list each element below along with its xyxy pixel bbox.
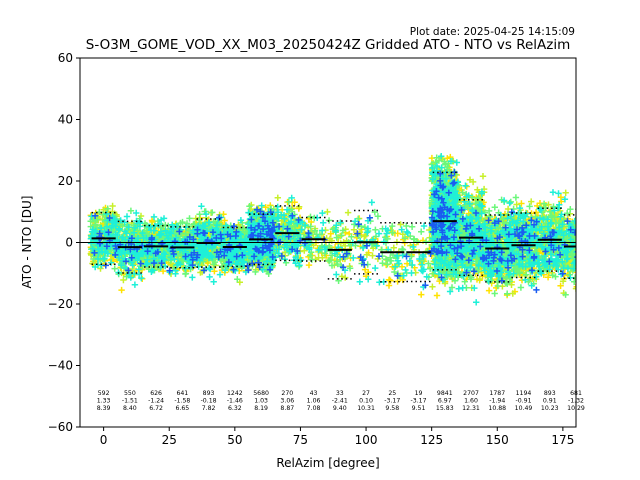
bin-stat-std: 6.32 — [228, 405, 242, 412]
bin-stat-std: 6.72 — [149, 405, 163, 412]
bin-stat-mean: -3.17 — [411, 398, 427, 405]
bin-stat-std: 10.49 — [515, 405, 533, 412]
bin-stat-mean: -1.94 — [489, 398, 505, 405]
bin-stat-mean: 1.06 — [307, 398, 321, 405]
bin-stat-std: 9.51 — [412, 405, 426, 412]
bin-stat-count: 27 — [362, 390, 370, 397]
y-tick-label: 60 — [58, 51, 73, 65]
bin-stat-count: 550 — [124, 390, 136, 397]
x-tick-label: 50 — [227, 433, 242, 447]
bin-stat-std: 8.87 — [280, 405, 294, 412]
bin-stat-count: 25 — [388, 390, 396, 397]
bin-stat-mean: 1.03 — [254, 398, 268, 405]
bin-stat-count: 5680 — [253, 390, 269, 397]
bin-stat-mean: -0.91 — [516, 398, 532, 405]
bin-stat-mean: -3.17 — [384, 398, 400, 405]
bin-stat-count: 1787 — [489, 390, 505, 397]
bin-stat-std: 10.23 — [541, 405, 559, 412]
bin-stat-std: 9.58 — [385, 405, 399, 412]
bin-stat-mean: 0.91 — [543, 398, 557, 405]
y-tick-label: 40 — [58, 113, 73, 127]
y-axis-label: ATO - NTO [DU] — [20, 196, 34, 289]
x-tick-label: 0 — [100, 433, 108, 447]
bin-stat-std: 9.40 — [333, 405, 347, 412]
bin-stat-count: 641 — [176, 390, 188, 397]
bin-stat-count: 9841 — [437, 390, 453, 397]
bin-stat-count: 19 — [415, 390, 423, 397]
bin-stat-std: 10.31 — [357, 405, 375, 412]
bin-stat-std: 8.40 — [123, 405, 137, 412]
bin-stat-std: 7.82 — [202, 405, 216, 412]
x-tick-label: 125 — [420, 433, 443, 447]
bin-stat-count: 1242 — [227, 390, 243, 397]
bin-stat-count: 43 — [310, 390, 318, 397]
bin-stat-std: 10.88 — [488, 405, 506, 412]
bin-stat-mean: -1.46 — [227, 398, 243, 405]
y-tick-label: 20 — [58, 174, 73, 188]
x-axis-label: RelAzim [degree] — [276, 456, 379, 470]
bin-stat-mean: 1.60 — [464, 398, 478, 405]
bin-stat-mean: -2.41 — [332, 398, 348, 405]
x-tick-label: 150 — [486, 433, 509, 447]
bin-stat-count: 626 — [150, 390, 162, 397]
bin-mean-layer — [91, 171, 576, 283]
x-tick-label: 75 — [293, 433, 308, 447]
y-tick-label: −60 — [48, 420, 73, 434]
x-tick-label: 100 — [355, 433, 378, 447]
y-tick-label: 0 — [65, 236, 73, 250]
bin-stat-mean: 0.10 — [359, 398, 373, 405]
plot-date-label: Plot date: 2025-04-25 14:15:09 — [410, 26, 575, 38]
bin-stat-std: 12.31 — [462, 405, 480, 412]
bin-stat-count: 893 — [544, 390, 556, 397]
chart-title: S-O3M_GOME_VOD_XX_M03_20250424Z Gridded … — [86, 37, 571, 53]
bin-stat-std: 6.65 — [175, 405, 189, 412]
x-tick-label: 25 — [162, 433, 177, 447]
bin-stat-count: 33 — [336, 390, 344, 397]
bin-stat-mean: 6.97 — [438, 398, 452, 405]
bin-stat-count: 270 — [281, 390, 293, 397]
bin-stat-mean: -0.18 — [201, 398, 217, 405]
bin-statistics-layer: 5921.338.39550-1.518.40626-1.246.72641-1… — [97, 390, 585, 412]
bin-stat-std: 15.83 — [436, 405, 454, 412]
x-axis-ticks: 0 25 50 75 100 125 150 175 — [100, 427, 574, 447]
x-tick-label: 175 — [551, 433, 574, 447]
scatter-points-layer — [87, 153, 576, 306]
scatter-series-5 — [91, 169, 576, 294]
y-tick-label: −20 — [48, 297, 73, 311]
bin-stat-std: 7.08 — [307, 405, 321, 412]
bin-stat-std: 8.39 — [97, 405, 111, 412]
bin-stat-std: 8.19 — [254, 405, 268, 412]
bin-stat-mean: -1.58 — [174, 398, 190, 405]
bin-stat-count: 1194 — [516, 390, 532, 397]
y-tick-label: −40 — [48, 359, 73, 373]
bin-stat-count: 2707 — [463, 390, 479, 397]
bin-stat-mean: 3.06 — [280, 398, 294, 405]
bin-stat-mean: -1.51 — [122, 398, 138, 405]
bin-stat-count: 893 — [203, 390, 215, 397]
bin-stat-mean: 1.33 — [97, 398, 111, 405]
bin-stat-count: 592 — [98, 390, 110, 397]
y-axis-ticks: −60 −40 −20 0 20 40 60 — [48, 51, 80, 434]
bin-stat-mean: -1.24 — [148, 398, 164, 405]
